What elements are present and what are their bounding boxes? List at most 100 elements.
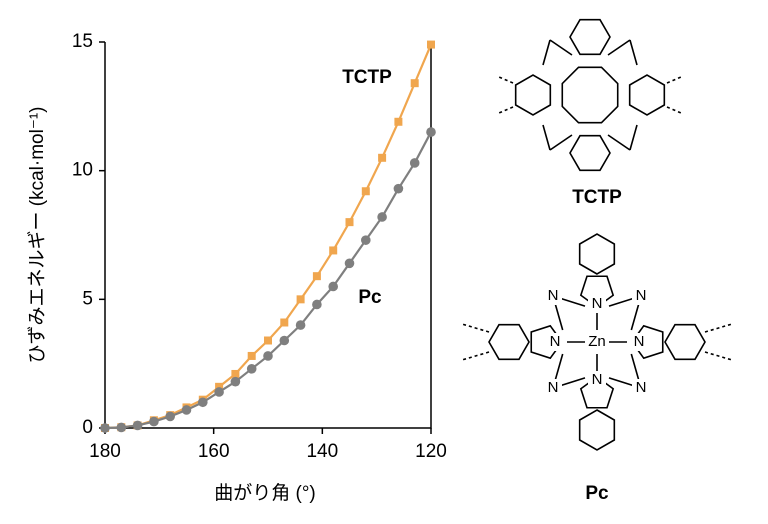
atom-label: Zn bbox=[588, 333, 606, 350]
y-axis-label: ひずみエネルギー (kcal·mol⁻¹) bbox=[26, 106, 48, 363]
bond bbox=[607, 39, 631, 56]
marker bbox=[393, 183, 404, 194]
bond bbox=[542, 39, 551, 66]
atom-label: N bbox=[548, 379, 559, 396]
ring bbox=[488, 323, 530, 361]
ring bbox=[578, 233, 616, 275]
bond bbox=[549, 134, 573, 151]
annotation: Pc bbox=[358, 287, 382, 308]
y-tick-label: 0 bbox=[82, 417, 93, 438]
x-tick-label: 180 bbox=[89, 441, 121, 462]
atom-bg bbox=[544, 379, 562, 397]
ring bbox=[530, 324, 563, 360]
atom-bg bbox=[632, 287, 650, 305]
molecule-drawings: N N N N N N N N Zn bbox=[461, 18, 733, 451]
marker bbox=[427, 40, 435, 49]
bond bbox=[629, 39, 638, 66]
atom-label: N bbox=[548, 287, 559, 304]
y-tick-label: 15 bbox=[72, 31, 93, 52]
bond bbox=[666, 106, 682, 114]
x-tick-label: 160 bbox=[198, 441, 230, 462]
marker bbox=[344, 258, 355, 269]
atom-label: N bbox=[636, 379, 647, 396]
series-line bbox=[104, 131, 432, 430]
atom-bg bbox=[544, 287, 562, 305]
bond bbox=[498, 106, 514, 114]
marker bbox=[132, 420, 143, 431]
marker bbox=[295, 320, 306, 330]
marker bbox=[312, 299, 322, 310]
atom-label: N bbox=[592, 371, 603, 388]
marker bbox=[410, 79, 419, 88]
marker bbox=[100, 423, 110, 433]
atom-bg bbox=[588, 333, 606, 351]
y-tick-label: 5 bbox=[82, 288, 93, 309]
marker bbox=[263, 351, 273, 361]
bond bbox=[549, 39, 573, 56]
bond bbox=[542, 124, 551, 151]
x-tick-label: 120 bbox=[415, 441, 447, 462]
structure-label: Pc bbox=[585, 483, 609, 504]
marker bbox=[345, 218, 354, 227]
marker bbox=[328, 281, 339, 292]
ring bbox=[628, 74, 666, 116]
bond bbox=[629, 124, 638, 151]
marker bbox=[264, 336, 272, 345]
marker bbox=[181, 405, 192, 415]
bond bbox=[607, 134, 631, 151]
marker bbox=[214, 387, 224, 397]
marker bbox=[361, 187, 370, 196]
ring bbox=[631, 324, 664, 360]
atom-label: N bbox=[636, 287, 647, 304]
ring bbox=[579, 275, 615, 308]
marker bbox=[230, 376, 241, 387]
marker bbox=[296, 295, 305, 304]
structure-label: TCTP bbox=[572, 187, 622, 208]
bond bbox=[704, 351, 733, 361]
atom-bg bbox=[632, 379, 650, 397]
plot-frame bbox=[104, 42, 432, 429]
bond bbox=[461, 351, 490, 361]
marker bbox=[231, 369, 240, 378]
bond bbox=[704, 323, 733, 333]
atom-bg bbox=[630, 333, 648, 351]
y-tick-label: 10 bbox=[72, 160, 93, 181]
annotation: TCTP bbox=[342, 67, 392, 88]
marker bbox=[426, 127, 436, 137]
atom-bg bbox=[588, 371, 606, 389]
x-axis-label: 曲がり角 (°) bbox=[214, 482, 316, 504]
atom-bg bbox=[546, 333, 564, 351]
marker bbox=[165, 411, 175, 422]
ring bbox=[561, 66, 619, 124]
ring bbox=[569, 134, 611, 172]
ring bbox=[578, 409, 616, 451]
marker bbox=[116, 422, 127, 433]
ring bbox=[514, 74, 552, 116]
atom-label: N bbox=[550, 333, 561, 350]
marker bbox=[279, 335, 290, 346]
ring bbox=[664, 323, 706, 361]
marker bbox=[394, 117, 403, 126]
x-tick-label: 140 bbox=[306, 441, 338, 462]
atom-label: N bbox=[634, 333, 645, 350]
marker bbox=[377, 212, 387, 222]
bond bbox=[498, 76, 514, 84]
marker bbox=[246, 364, 257, 374]
marker bbox=[312, 272, 321, 281]
ring bbox=[569, 18, 611, 56]
marker bbox=[215, 382, 224, 391]
marker bbox=[378, 153, 387, 162]
atom-label: N bbox=[592, 295, 603, 312]
marker bbox=[247, 351, 256, 360]
bond bbox=[461, 323, 490, 333]
marker bbox=[280, 318, 289, 327]
marker bbox=[198, 397, 208, 408]
ring bbox=[579, 376, 615, 409]
marker bbox=[329, 246, 338, 255]
marker bbox=[149, 416, 159, 427]
marker bbox=[361, 235, 371, 245]
atom-bg bbox=[588, 295, 606, 313]
series-line bbox=[104, 44, 433, 430]
marker bbox=[409, 158, 420, 168]
